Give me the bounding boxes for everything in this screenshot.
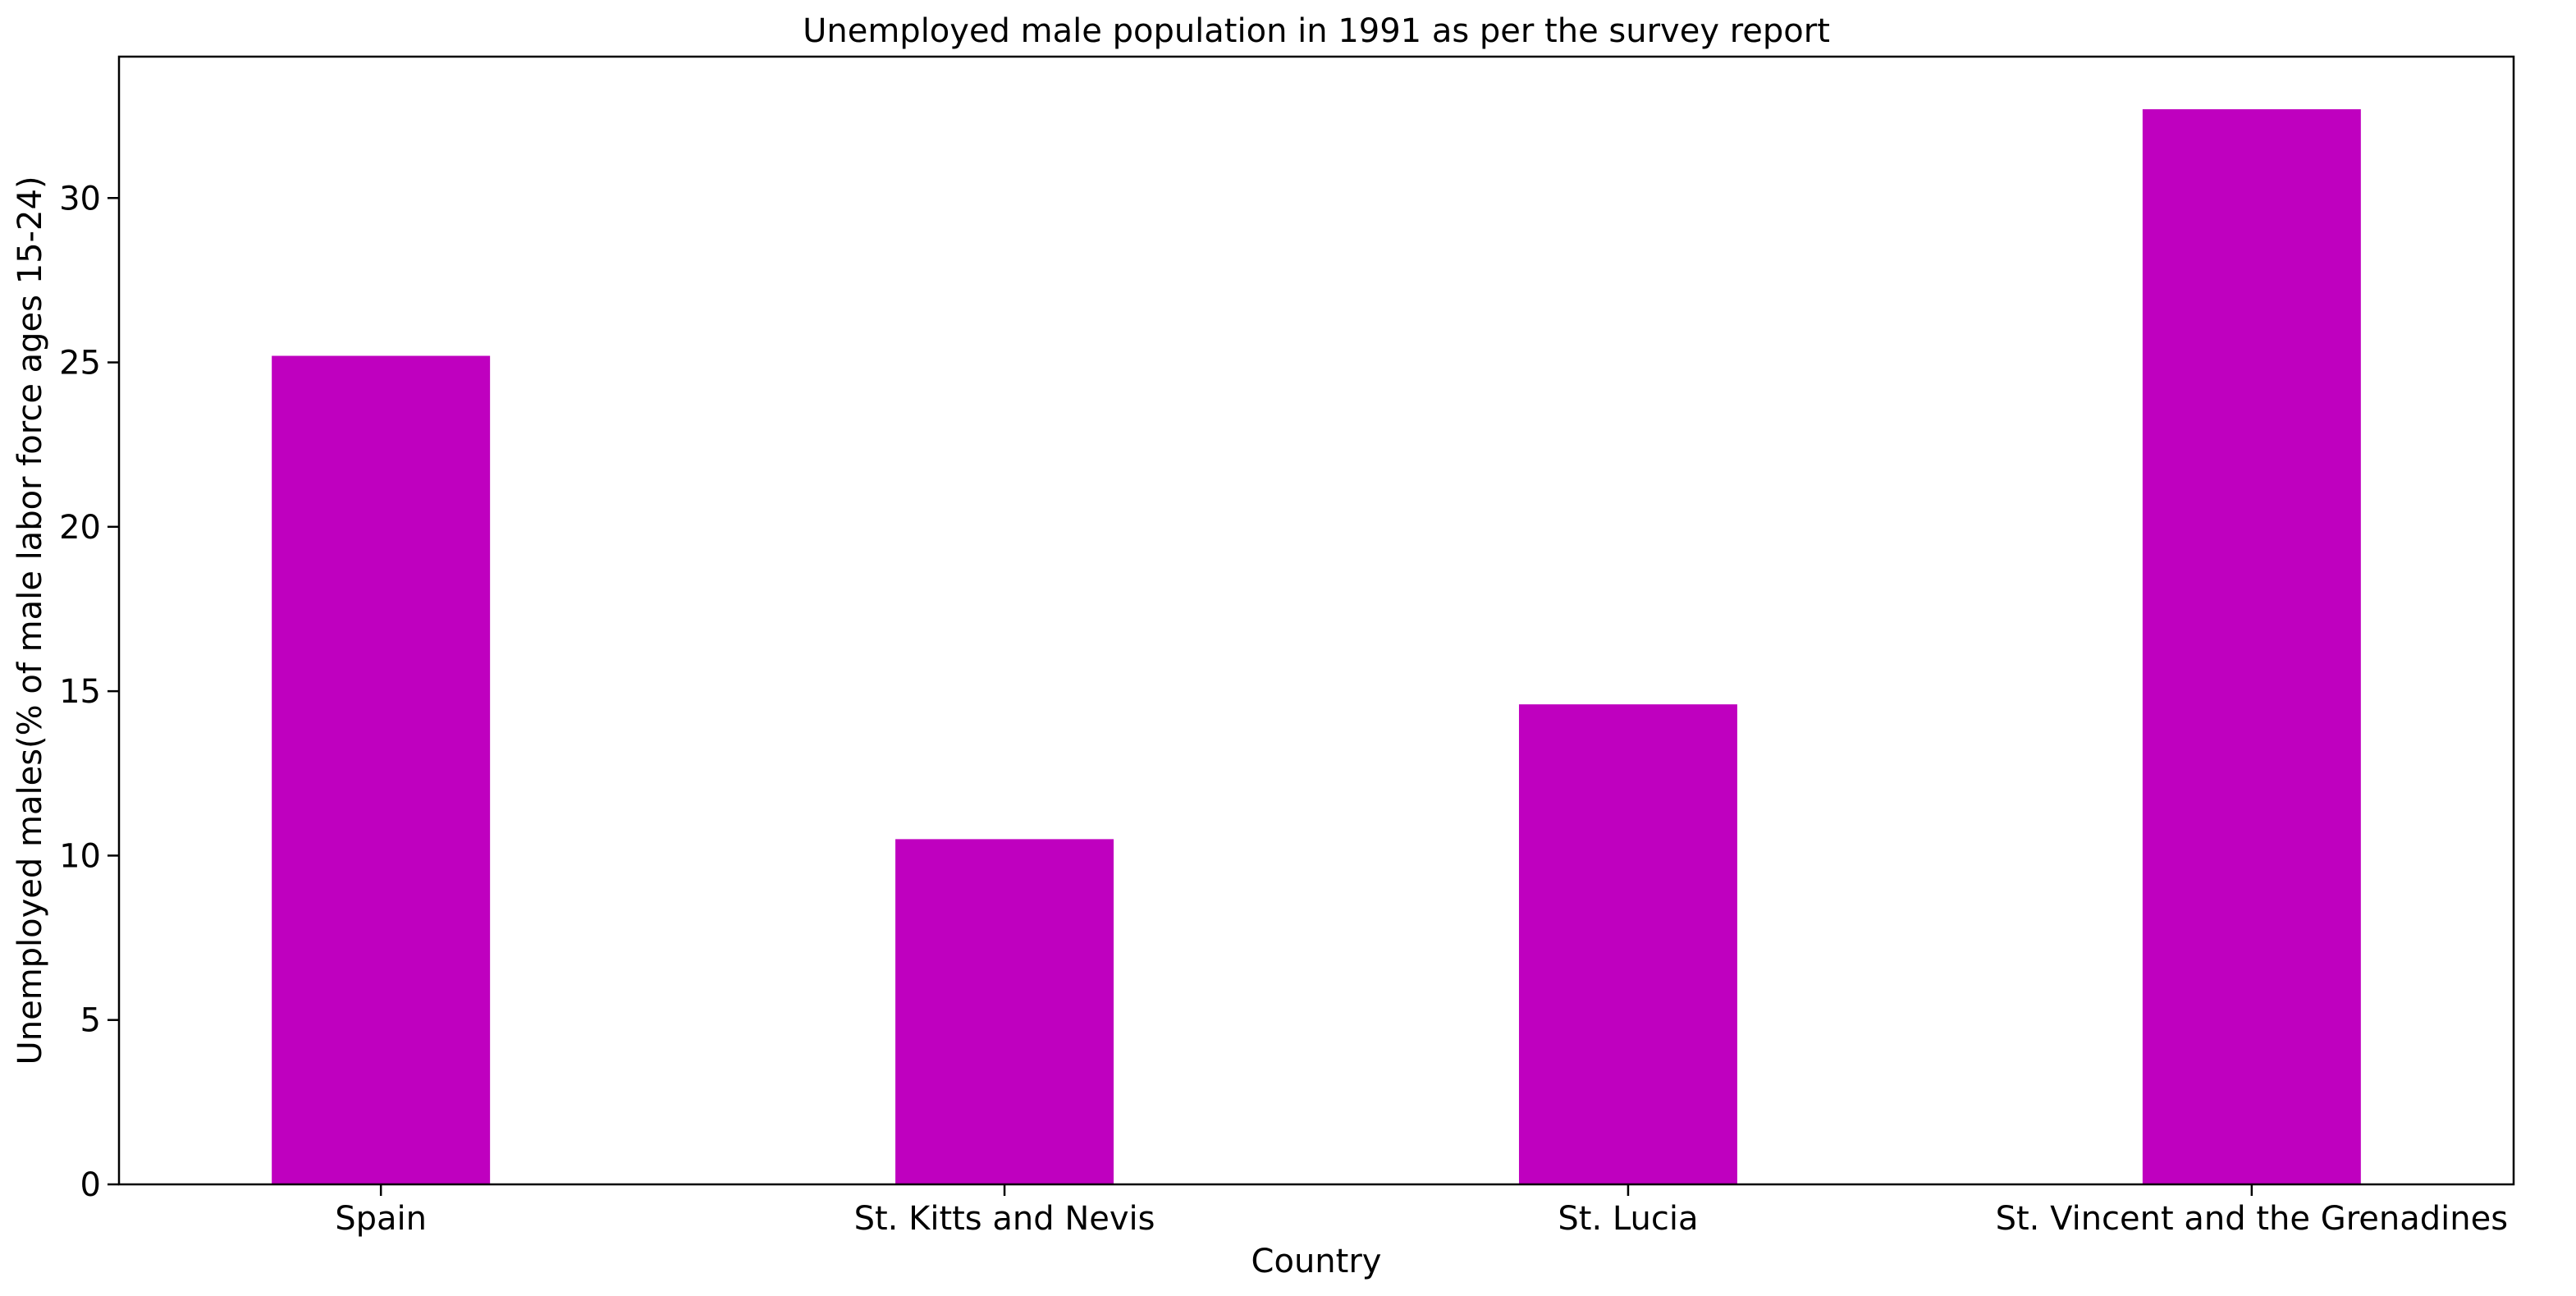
bars-layer [272,109,2361,1185]
plot-area-frame [117,55,2515,1186]
y-tick-label: 5 [80,1002,101,1040]
x-axis-ticks: Spain St. Kitts and Nevis St. Lucia St. Vin… [335,1184,2508,1238]
y-tick-label: 15 [59,673,101,711]
y-tick-label: 25 [59,345,101,382]
x-tick-label: Spain [335,1200,427,1238]
chart-title: Unemployed male population in 1991 as pe… [803,12,1830,50]
y-tick-label: 10 [59,837,101,875]
x-tick-label: St. Vincent and the Grenadines [1996,1200,2508,1238]
bar-st-vincent-and-the-grenadines [2142,109,2361,1185]
bar-spain [272,355,491,1184]
y-tick-label: 20 [59,509,101,547]
x-tick-label: St. Kitts and Nevis [854,1200,1155,1238]
y-tick-label: 30 [59,180,101,218]
y-axis-title: Unemployed males(% of male labor force a… [11,176,49,1065]
x-axis-title: Country [1251,1243,1382,1280]
y-axis-ticks: 0 5 10 15 20 25 30 [59,180,119,1204]
bar-st-lucia [1518,704,1737,1184]
y-tick-label: 0 [80,1166,101,1204]
bar-st-kitts-and-nevis [895,839,1114,1184]
x-tick-label: St. Lucia [1558,1200,1698,1238]
